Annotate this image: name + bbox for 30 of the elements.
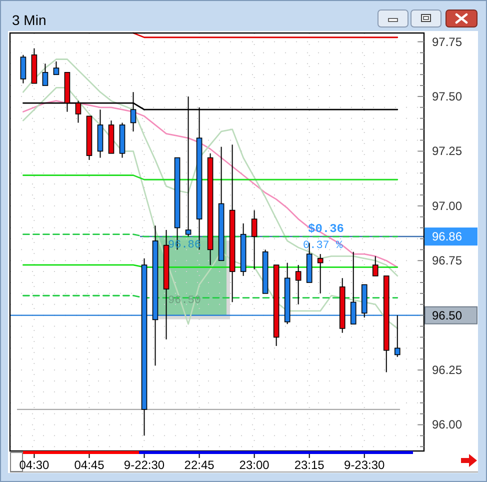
candlestick: [317, 254, 324, 294]
x-tick-label: 04:45: [74, 458, 105, 472]
y-tick-label: 96.00: [432, 418, 462, 432]
line-series: [22, 58, 398, 277]
candlestick: [394, 314, 400, 358]
x-tick-label: 23:15: [294, 458, 325, 472]
x-tick-label: 04:30: [19, 458, 50, 472]
ref-line-label: 96.50: [432, 308, 462, 322]
chart-title: 3 Min: [12, 12, 46, 28]
line-series: [22, 100, 398, 268]
x-tick-label: 23:00: [239, 458, 270, 472]
line-series: [22, 87, 398, 330]
y-tick-label: 97.75: [432, 34, 462, 49]
candlestick: [350, 251, 356, 325]
annotation: 96.50: [168, 294, 202, 307]
candlestick: [372, 256, 378, 276]
y-tick-label: 96.25: [432, 363, 462, 378]
y-tick-label: 97.00: [432, 198, 462, 213]
ref-line-label: 96.86: [432, 230, 462, 244]
y-tick-label: 97.25: [432, 144, 462, 158]
y-tick-label: 96.75: [432, 254, 462, 268]
x-tick-label: 9-22:30: [124, 458, 165, 472]
x-tick-label: 22:45: [184, 458, 215, 472]
candlestick: [251, 210, 258, 270]
candlestick: [42, 63, 48, 86]
y-tick-label: 97.50: [432, 89, 462, 104]
candlestick: [53, 60, 60, 76]
candlestick: [20, 54, 26, 84]
x-tick-label: 9-23:30: [344, 458, 386, 472]
candlestick: [295, 264, 302, 305]
